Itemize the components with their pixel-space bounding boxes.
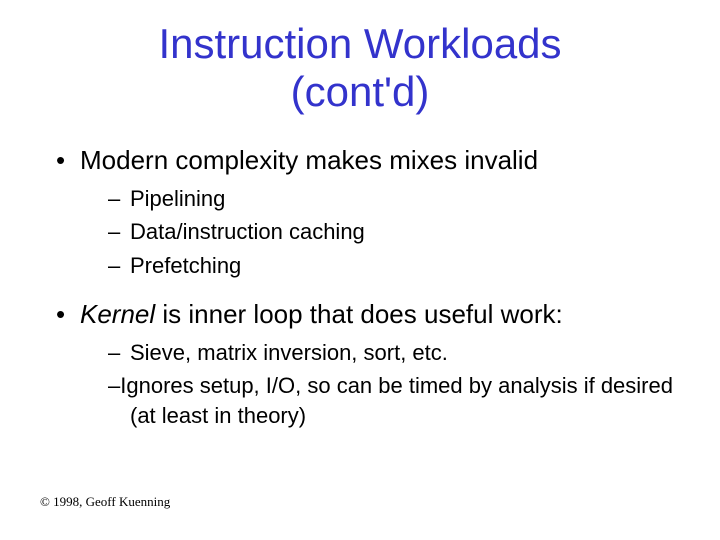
copyright-text: © 1998, Geoff Kuenning: [40, 494, 170, 510]
bullet-1-sub-3-text: Prefetching: [130, 253, 241, 278]
bullet-dot-icon: •: [56, 299, 80, 330]
bullet-1-sub-2: –Data/instruction caching: [108, 217, 680, 247]
dash-icon: –: [108, 217, 130, 247]
bullet-group-1: •Modern complexity makes mixes invalid –…: [40, 145, 680, 281]
bullet-1-sub-1-text: Pipelining: [130, 186, 225, 211]
bullet-2-sub-1: –Sieve, matrix inversion, sort, etc.: [108, 338, 680, 368]
bullet-1-sub-1: –Pipelining: [108, 184, 680, 214]
bullet-2-sub-2: –Ignores setup, I/O, so can be timed by …: [40, 371, 680, 430]
bullet-2: •Kernel is inner loop that does useful w…: [56, 299, 680, 330]
bullet-2-sub-2-text: Ignores setup, I/O, so can be timed by a…: [120, 373, 673, 428]
bullet-group-2: •Kernel is inner loop that does useful w…: [40, 299, 680, 431]
dash-icon: –: [108, 251, 130, 281]
title-line-2: (cont'd): [291, 68, 430, 115]
slide-title: Instruction Workloads (cont'd): [40, 20, 680, 117]
bullet-2-italic: Kernel: [80, 299, 155, 329]
bullet-1-sub-2-text: Data/instruction caching: [130, 219, 365, 244]
bullet-2-rest: is inner loop that does useful work:: [155, 299, 563, 329]
bullet-2-sub-1-text: Sieve, matrix inversion, sort, etc.: [130, 340, 448, 365]
dash-icon: –: [108, 373, 120, 398]
dash-icon: –: [108, 338, 130, 368]
bullet-1-sub-3: –Prefetching: [108, 251, 680, 281]
dash-icon: –: [108, 184, 130, 214]
bullet-1-text: Modern complexity makes mixes invalid: [80, 145, 538, 175]
bullet-dot-icon: •: [56, 145, 80, 176]
bullet-1: •Modern complexity makes mixes invalid: [56, 145, 680, 176]
title-line-1: Instruction Workloads: [158, 20, 561, 67]
